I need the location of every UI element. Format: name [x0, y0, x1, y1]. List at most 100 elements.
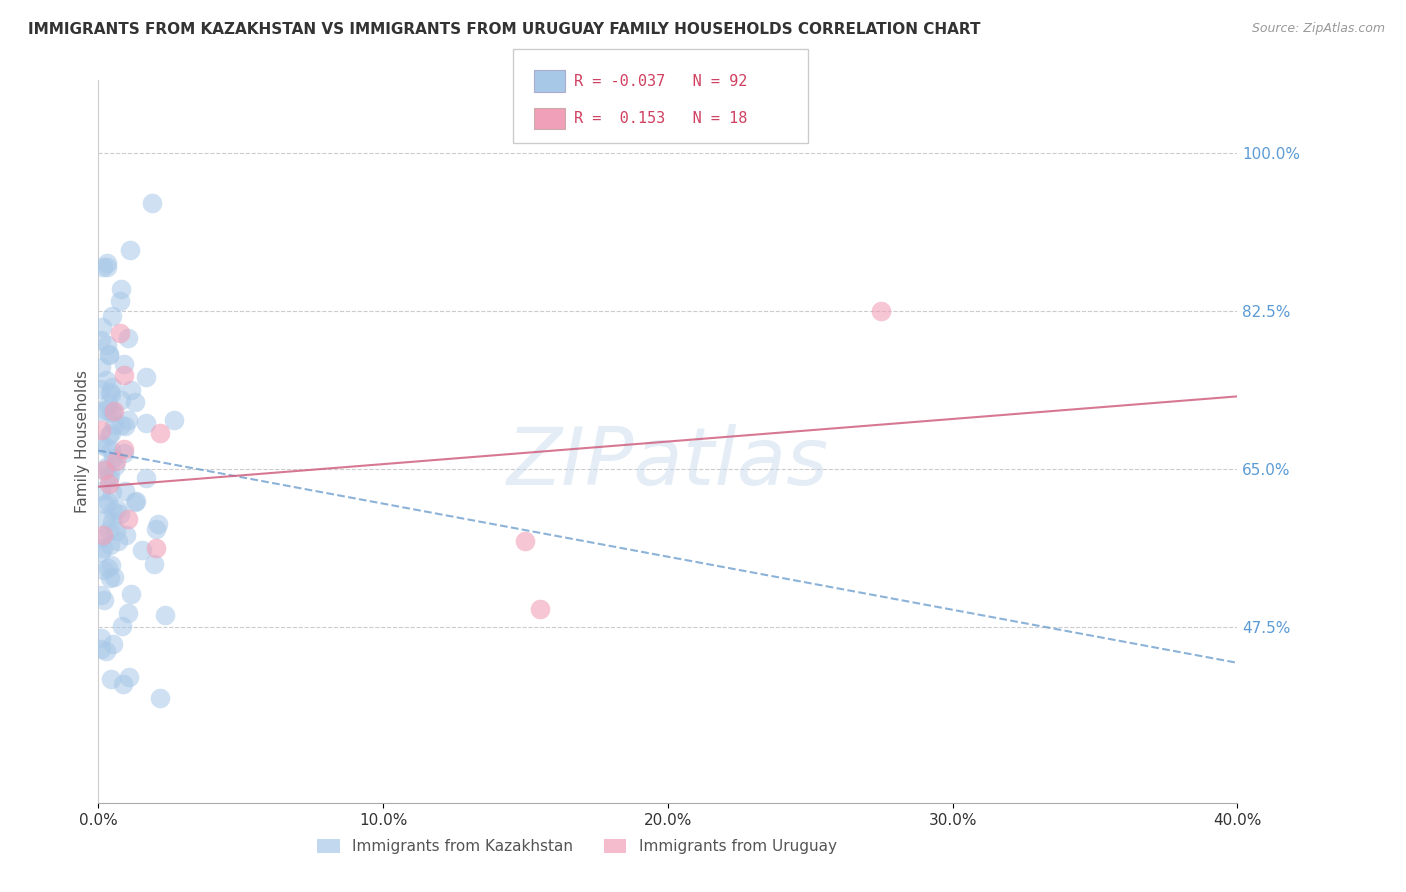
- Point: [117, 511, 139, 525]
- Point: [93, 563, 115, 577]
- Point: [163, 413, 186, 427]
- Point: [91, 260, 114, 274]
- Point: [90, 437, 112, 451]
- Point: [112, 677, 135, 691]
- Point: [131, 543, 153, 558]
- Point: [90, 359, 112, 374]
- Point: [98, 384, 121, 399]
- Point: [97, 397, 120, 411]
- Point: [103, 404, 125, 418]
- Point: [135, 370, 157, 384]
- Point: [90, 382, 112, 396]
- Point: [101, 637, 124, 651]
- Point: [93, 463, 115, 477]
- Point: [96, 644, 118, 658]
- Point: [96, 256, 118, 270]
- Point: [105, 524, 128, 538]
- Point: [148, 516, 170, 531]
- Point: [114, 484, 136, 499]
- Point: [124, 494, 146, 508]
- Point: [100, 672, 122, 686]
- Point: [124, 395, 146, 409]
- Point: [90, 642, 112, 657]
- Point: [101, 504, 124, 518]
- Point: [103, 417, 125, 432]
- Point: [117, 413, 139, 427]
- Point: [143, 557, 166, 571]
- Point: [90, 423, 112, 437]
- Point: [91, 541, 114, 555]
- Y-axis label: Family Households: Family Households: [75, 370, 90, 513]
- Point: [101, 310, 124, 324]
- Point: [112, 442, 135, 456]
- Point: [94, 440, 117, 454]
- Point: [98, 428, 121, 442]
- Point: [94, 463, 117, 477]
- Point: [110, 326, 132, 340]
- Point: [96, 337, 118, 351]
- Point: [90, 545, 112, 559]
- Point: [120, 244, 142, 258]
- Point: [145, 541, 167, 556]
- Point: [103, 570, 125, 584]
- Point: [100, 468, 122, 483]
- Point: [120, 587, 142, 601]
- Point: [100, 387, 122, 401]
- Point: [98, 346, 121, 360]
- Point: [108, 508, 131, 522]
- Point: [114, 419, 136, 434]
- Point: [100, 443, 122, 458]
- Point: [96, 260, 118, 275]
- Point: [94, 512, 117, 526]
- Point: [100, 380, 122, 394]
- Point: [110, 393, 132, 408]
- Point: [115, 528, 138, 542]
- Point: [93, 593, 115, 607]
- Point: [97, 495, 120, 509]
- Point: [870, 303, 893, 318]
- Point: [101, 484, 124, 499]
- Point: [112, 357, 135, 371]
- Point: [91, 404, 114, 418]
- Point: [105, 501, 128, 516]
- Point: [91, 527, 114, 541]
- Point: [110, 294, 132, 309]
- Point: [90, 588, 112, 602]
- Point: [97, 477, 120, 491]
- Text: ZIPatlas: ZIPatlas: [506, 425, 830, 502]
- Legend: Immigrants from Kazakhstan, Immigrants from Uruguay: Immigrants from Kazakhstan, Immigrants f…: [311, 833, 842, 860]
- Point: [94, 403, 117, 417]
- Point: [145, 522, 167, 536]
- Text: Source: ZipAtlas.com: Source: ZipAtlas.com: [1251, 22, 1385, 36]
- Text: R =  0.153   N = 18: R = 0.153 N = 18: [574, 112, 747, 126]
- Point: [100, 538, 122, 552]
- Text: IMMIGRANTS FROM KAZAKHSTAN VS IMMIGRANTS FROM URUGUAY FAMILY HOUSEHOLDS CORRELAT: IMMIGRANTS FROM KAZAKHSTAN VS IMMIGRANTS…: [28, 22, 980, 37]
- Point: [90, 631, 112, 645]
- Point: [529, 601, 551, 615]
- Point: [98, 470, 121, 484]
- Point: [110, 282, 132, 296]
- Point: [97, 561, 120, 575]
- Point: [149, 690, 172, 705]
- Point: [98, 571, 121, 585]
- Point: [155, 607, 177, 622]
- Point: [515, 533, 537, 548]
- Point: [135, 416, 157, 430]
- Point: [125, 493, 148, 508]
- Point: [100, 406, 122, 420]
- Point: [104, 453, 127, 467]
- Point: [135, 470, 157, 484]
- Point: [103, 404, 125, 418]
- Point: [111, 618, 134, 632]
- Point: [94, 459, 117, 474]
- Point: [98, 348, 121, 362]
- Point: [141, 196, 163, 211]
- Point: [120, 383, 142, 397]
- Point: [100, 558, 122, 573]
- Point: [107, 534, 129, 549]
- Point: [103, 451, 125, 466]
- Point: [149, 425, 172, 440]
- Point: [117, 670, 139, 684]
- Point: [104, 458, 127, 473]
- Point: [90, 334, 112, 348]
